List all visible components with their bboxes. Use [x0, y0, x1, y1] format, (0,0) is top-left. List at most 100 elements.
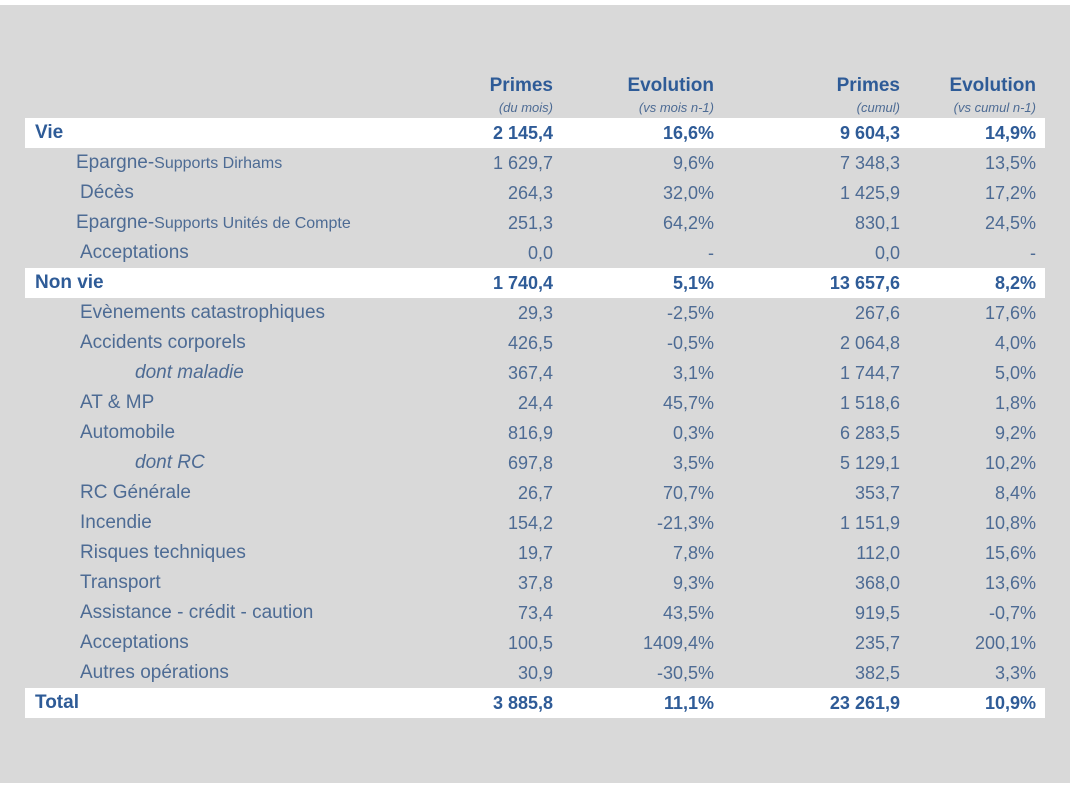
- cell: 264,3: [507, 183, 553, 203]
- cell: 7 348,3: [839, 153, 900, 173]
- row-highlight: [25, 118, 1045, 148]
- row-label: Epargne-Supports Dirhams: [76, 152, 282, 174]
- row-label: Transport: [80, 572, 161, 593]
- cell: 367,4: [507, 363, 553, 383]
- cell: 13,5%: [984, 153, 1036, 173]
- row-label: Assistance - crédit - caution: [80, 602, 314, 623]
- cell: 24,5%: [984, 213, 1036, 233]
- cell: -0,5%: [666, 333, 714, 353]
- cell: 7,8%: [672, 543, 714, 563]
- column-title: Primes: [489, 75, 553, 96]
- cell: 29,3: [517, 303, 553, 323]
- cell: 200,1%: [974, 633, 1036, 653]
- row-label: Autres opérations: [80, 662, 229, 683]
- label-detail: Supports Unités de Compte: [154, 215, 351, 232]
- row-label: Evènements catastrophiques: [80, 302, 326, 323]
- column-subtitle: (vs mois n-1): [638, 100, 714, 115]
- cell: 10,2%: [984, 453, 1036, 473]
- cell: 16,6%: [662, 123, 714, 143]
- cell: 5 129,1: [839, 453, 900, 473]
- cell: 816,9: [507, 423, 553, 443]
- cell: 26,7: [517, 483, 553, 503]
- cell: 1 744,7: [839, 363, 900, 383]
- cell: 235,7: [854, 633, 900, 653]
- cell: 6 283,5: [839, 423, 900, 443]
- cell: 2 145,4: [492, 123, 553, 143]
- cell: 24,4: [517, 393, 553, 413]
- cell: 1 151,9: [839, 513, 900, 533]
- row-label: Total: [35, 692, 79, 713]
- cell: 112,0: [856, 543, 900, 563]
- column-title: Primes: [836, 75, 900, 96]
- cell: 13,6%: [984, 573, 1036, 593]
- cell: 37,8: [517, 573, 553, 593]
- cell: -21,3%: [656, 513, 714, 533]
- cell: -: [708, 243, 714, 263]
- cell: 382,5: [854, 663, 900, 683]
- cell: 2 064,8: [839, 333, 900, 353]
- column-subtitle: (vs cumul n-1): [953, 100, 1036, 115]
- cell: -: [1030, 243, 1036, 263]
- cell: 9,6%: [672, 153, 714, 173]
- cell: 14,9%: [984, 123, 1036, 143]
- row-label: Accidents corporels: [80, 332, 246, 353]
- column-subtitle: (du mois): [498, 100, 553, 115]
- cell: 1,8%: [994, 393, 1036, 413]
- cell: 30,9: [517, 663, 553, 683]
- cell: 0,3%: [672, 423, 714, 443]
- row-label: dont RC: [135, 452, 205, 473]
- row-label: Décès: [80, 182, 134, 203]
- cell: 368,0: [854, 573, 900, 593]
- row-label: Risques techniques: [80, 542, 246, 563]
- cell: 353,7: [854, 483, 900, 503]
- cell: 70,7%: [662, 483, 714, 503]
- cell: 8,2%: [994, 273, 1036, 293]
- row-label: RC Générale: [80, 482, 191, 503]
- row-label: AT & MP: [80, 392, 155, 413]
- cell: 17,2%: [984, 183, 1036, 203]
- cell: 830,1: [854, 213, 900, 233]
- row-label: dont maladie: [135, 362, 244, 383]
- cell: 3,1%: [672, 363, 714, 383]
- column-subtitle: (cumul): [856, 100, 900, 115]
- cell: 3,5%: [672, 453, 714, 473]
- cell: 13 657,6: [829, 273, 900, 293]
- cell: 5,1%: [672, 273, 714, 293]
- row-highlight: [25, 268, 1045, 298]
- cell: 1 518,6: [839, 393, 900, 413]
- cell: 9 604,3: [839, 123, 900, 143]
- cell: 426,5: [507, 333, 553, 353]
- row-highlight: [25, 688, 1045, 718]
- cell: 9,2%: [994, 423, 1036, 443]
- cell: 100,5: [507, 633, 553, 653]
- cell: 73,4: [517, 603, 553, 623]
- row-label: Automobile: [80, 422, 176, 443]
- cell: 64,2%: [662, 213, 714, 233]
- cell: 4,0%: [994, 333, 1036, 353]
- cell: 3,3%: [994, 663, 1036, 683]
- cell: 154,2: [507, 513, 553, 533]
- cell: 0,0: [874, 243, 900, 263]
- cell: -0,7%: [988, 603, 1036, 623]
- row-label: Vie: [35, 122, 64, 143]
- cell: 10,9%: [984, 693, 1036, 713]
- cell: 19,7: [517, 543, 553, 563]
- table: Primes (du mois) Evolution (vs mois n-1) Pri…: [0, 5, 1070, 783]
- cell: -2,5%: [666, 303, 714, 323]
- cell: 919,5: [854, 603, 900, 623]
- cell: 267,6: [854, 303, 900, 323]
- cell: 1 425,9: [839, 183, 900, 203]
- row-label: Acceptations: [80, 632, 189, 653]
- label-detail: Supports Dirhams: [154, 155, 283, 172]
- cell: 1409,4%: [642, 633, 714, 653]
- cell: 1 740,4: [492, 273, 553, 293]
- label-main: Epargne-: [76, 212, 155, 233]
- cell: 43,5%: [662, 603, 714, 623]
- cell: 23 261,9: [829, 693, 900, 713]
- cell: 17,6%: [984, 303, 1036, 323]
- label-main: Epargne-: [76, 152, 155, 173]
- cell: 0,0: [527, 243, 553, 263]
- cell: -30,5%: [656, 663, 714, 683]
- cell: 251,3: [507, 213, 553, 233]
